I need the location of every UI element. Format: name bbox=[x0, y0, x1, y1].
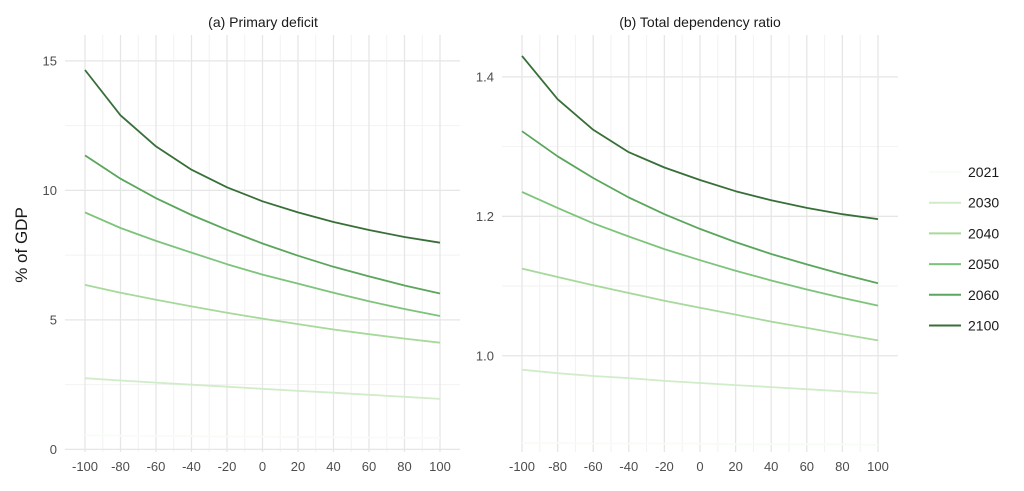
y-axis-label: % of GDP bbox=[12, 207, 31, 283]
x-tick-label: -80 bbox=[111, 459, 130, 474]
x-tick-label: -40 bbox=[182, 459, 201, 474]
x-tick-label: 100 bbox=[429, 459, 451, 474]
panel-a-title: (a) Primary deficit bbox=[208, 14, 318, 30]
x-tick-label: 0 bbox=[696, 459, 703, 474]
x-tick-label: 40 bbox=[764, 459, 778, 474]
series-line-2021 bbox=[522, 441, 879, 446]
series-line-2100 bbox=[84, 69, 441, 244]
y-tick-label: 5 bbox=[50, 312, 57, 327]
y-tick-label: 15 bbox=[43, 53, 57, 68]
panel-b-title: (b) Total dependency ratio bbox=[619, 14, 781, 30]
x-tick-label: -60 bbox=[584, 459, 603, 474]
series-line-2060 bbox=[84, 154, 441, 295]
series-line-2030 bbox=[521, 368, 879, 395]
legend-label-2100: 2100 bbox=[968, 318, 999, 334]
legend-label-2030: 2030 bbox=[968, 195, 999, 211]
x-tick-label: 40 bbox=[326, 459, 340, 474]
panel-b-grid bbox=[502, 35, 898, 452]
x-tick-label: -60 bbox=[147, 459, 166, 474]
series-line-2021 bbox=[84, 434, 440, 439]
x-tick-label: -100 bbox=[72, 459, 98, 474]
series-line-2040 bbox=[521, 267, 879, 342]
x-tick-label: 80 bbox=[397, 459, 411, 474]
x-tick-label: 20 bbox=[291, 459, 305, 474]
series-line-2100 bbox=[521, 55, 879, 220]
series-line-2060 bbox=[521, 130, 879, 285]
x-tick-label: 0 bbox=[259, 459, 266, 474]
x-tick-label: -20 bbox=[218, 459, 237, 474]
x-tick-label: 80 bbox=[835, 459, 849, 474]
x-tick-label: -40 bbox=[619, 459, 638, 474]
x-tick-label: -20 bbox=[655, 459, 674, 474]
legend-label-2040: 2040 bbox=[968, 225, 999, 241]
series-line-2040 bbox=[84, 284, 441, 344]
x-tick-label: -80 bbox=[548, 459, 567, 474]
series-line-2030 bbox=[84, 377, 441, 400]
panel-b-series bbox=[521, 55, 879, 446]
series-line-2050 bbox=[84, 211, 441, 317]
x-tick-label: 20 bbox=[728, 459, 742, 474]
legend-label-2060: 2060 bbox=[968, 287, 999, 303]
panel-total-dependency-ratio: (b) Total dependency ratio -100 -80 -60 -40… bbox=[476, 14, 898, 474]
series-line-2050 bbox=[521, 191, 879, 307]
y-tick-label: 1.0 bbox=[476, 348, 494, 363]
y-tick-label: 10 bbox=[43, 183, 57, 198]
panel-a-grid bbox=[65, 35, 460, 452]
legend-label-2021: 2021 bbox=[968, 164, 999, 180]
x-tick-label: 60 bbox=[800, 459, 814, 474]
x-tick-label: 60 bbox=[362, 459, 376, 474]
y-tick-label: 0 bbox=[50, 442, 57, 457]
x-tick-label: 100 bbox=[867, 459, 889, 474]
panel-primary-deficit: (a) Primary deficit -100 -80 -60 -40 -20 0 20 4… bbox=[43, 14, 460, 474]
x-tick-label: -100 bbox=[509, 459, 535, 474]
y-tick-label: 1.2 bbox=[476, 209, 494, 224]
legend: 2021 2030 2040 2050 2060 2100 bbox=[929, 164, 999, 334]
panel-a-series bbox=[84, 69, 441, 439]
y-tick-label: 1.4 bbox=[476, 69, 494, 84]
legend-label-2050: 2050 bbox=[968, 256, 999, 272]
